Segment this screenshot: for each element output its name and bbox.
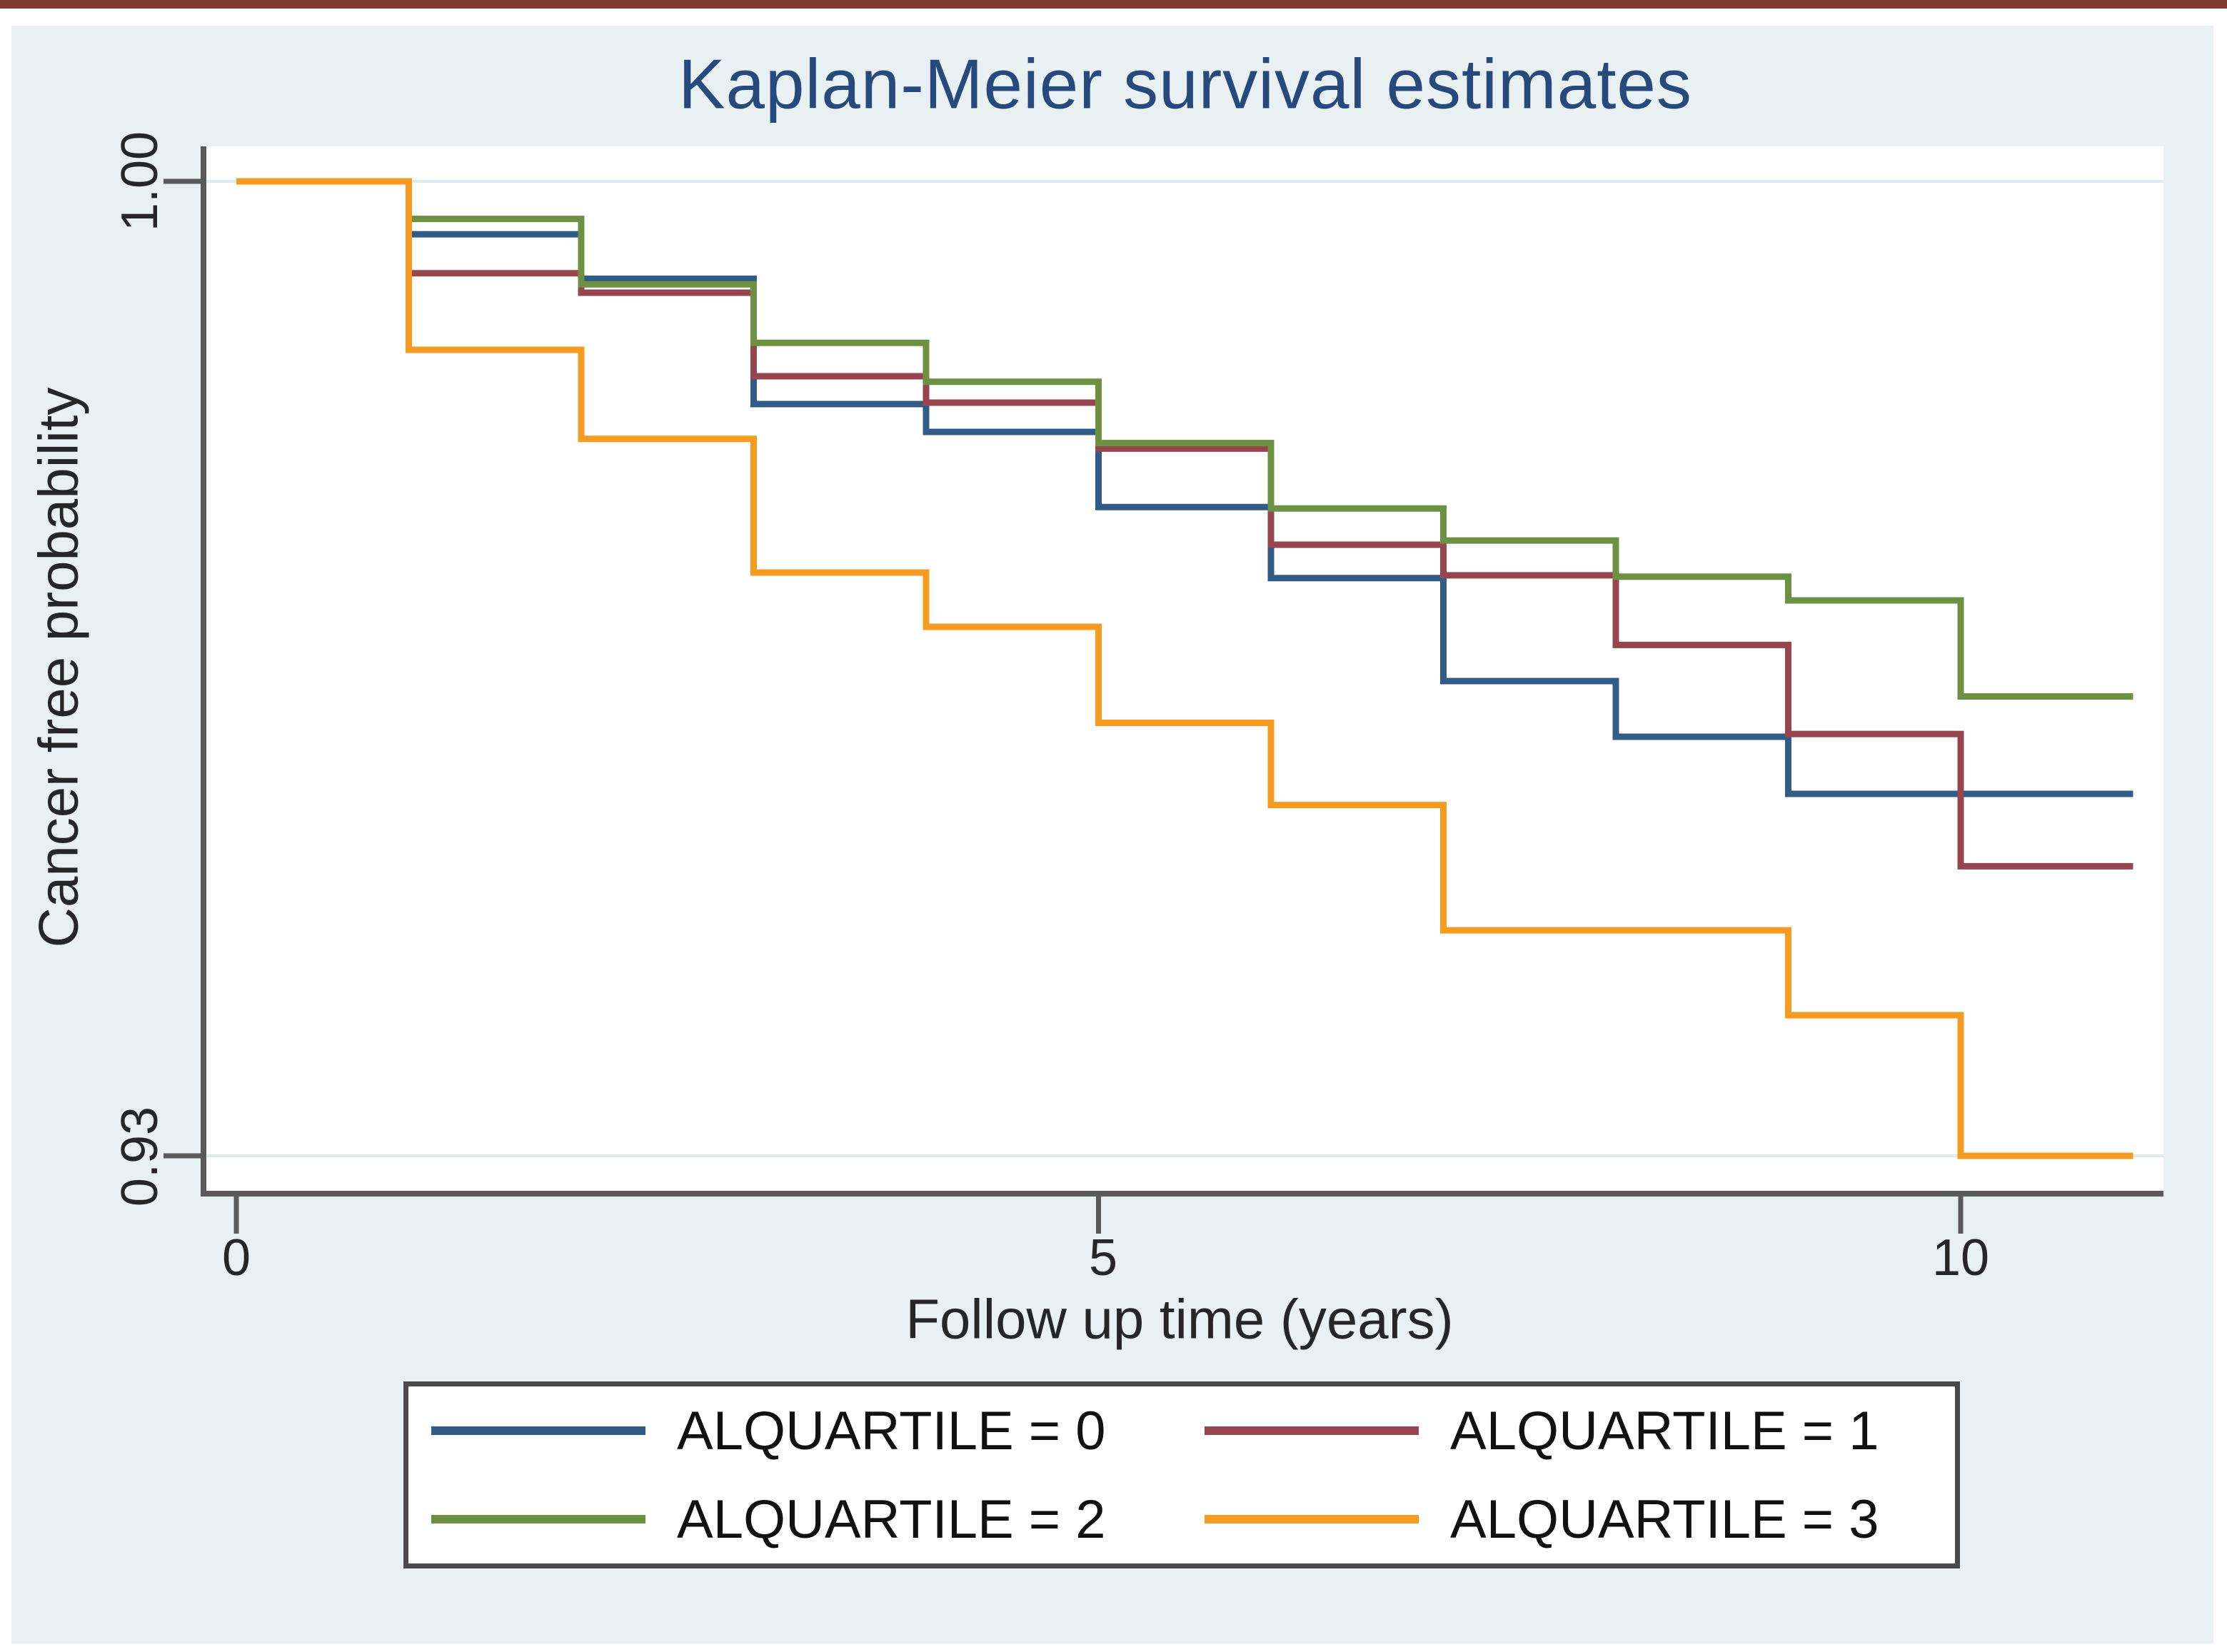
- legend-item-alquartile-0: ALQUARTILE = 0: [408, 1400, 1182, 1462]
- legend-item-alquartile-1: ALQUARTILE = 1: [1182, 1400, 1955, 1462]
- page-top-rule: [0, 0, 2227, 9]
- km-line-alquartile3: [236, 178, 2133, 1159]
- y-axis-title: Cancer free probability: [26, 387, 90, 948]
- legend-swatch-alquartile-1: [1205, 1426, 1419, 1435]
- legend-label-alquartile-0: ALQUARTILE = 0: [677, 1400, 1106, 1461]
- x-axis-title: Follow up time (years): [905, 1287, 1454, 1351]
- legend-swatch-alquartile-0: [431, 1426, 645, 1435]
- legend-label-alquartile-3: ALQUARTILE = 3: [1450, 1489, 1879, 1550]
- legend-label-alquartile-1: ALQUARTILE = 1: [1450, 1400, 1879, 1461]
- legend-swatch-alquartile-3: [1205, 1515, 1419, 1523]
- km-line-alquartile2: [236, 178, 2133, 700]
- x-tick-label-5: 5: [1088, 1229, 1118, 1286]
- x-tick-label-0: 0: [221, 1229, 251, 1286]
- legend-item-alquartile-3: ALQUARTILE = 3: [1182, 1489, 1955, 1551]
- legend-item-alquartile-2: ALQUARTILE = 2: [408, 1489, 1182, 1551]
- y-tick-label-1.00: 1.00: [111, 131, 169, 232]
- plot-area: [203, 146, 2163, 1194]
- chart-title: Kaplan-Meier survival estimates: [678, 44, 1692, 124]
- y-tick-label-0.93: 0.93: [111, 1106, 169, 1207]
- x-tick-label-10: 10: [1931, 1229, 1990, 1286]
- legend-label-alquartile-2: ALQUARTILE = 2: [677, 1489, 1106, 1550]
- legend-swatch-alquartile-2: [431, 1515, 645, 1523]
- legend-box: ALQUARTILE = 0 ALQUARTILE = 1 ALQUARTILE…: [403, 1381, 1960, 1568]
